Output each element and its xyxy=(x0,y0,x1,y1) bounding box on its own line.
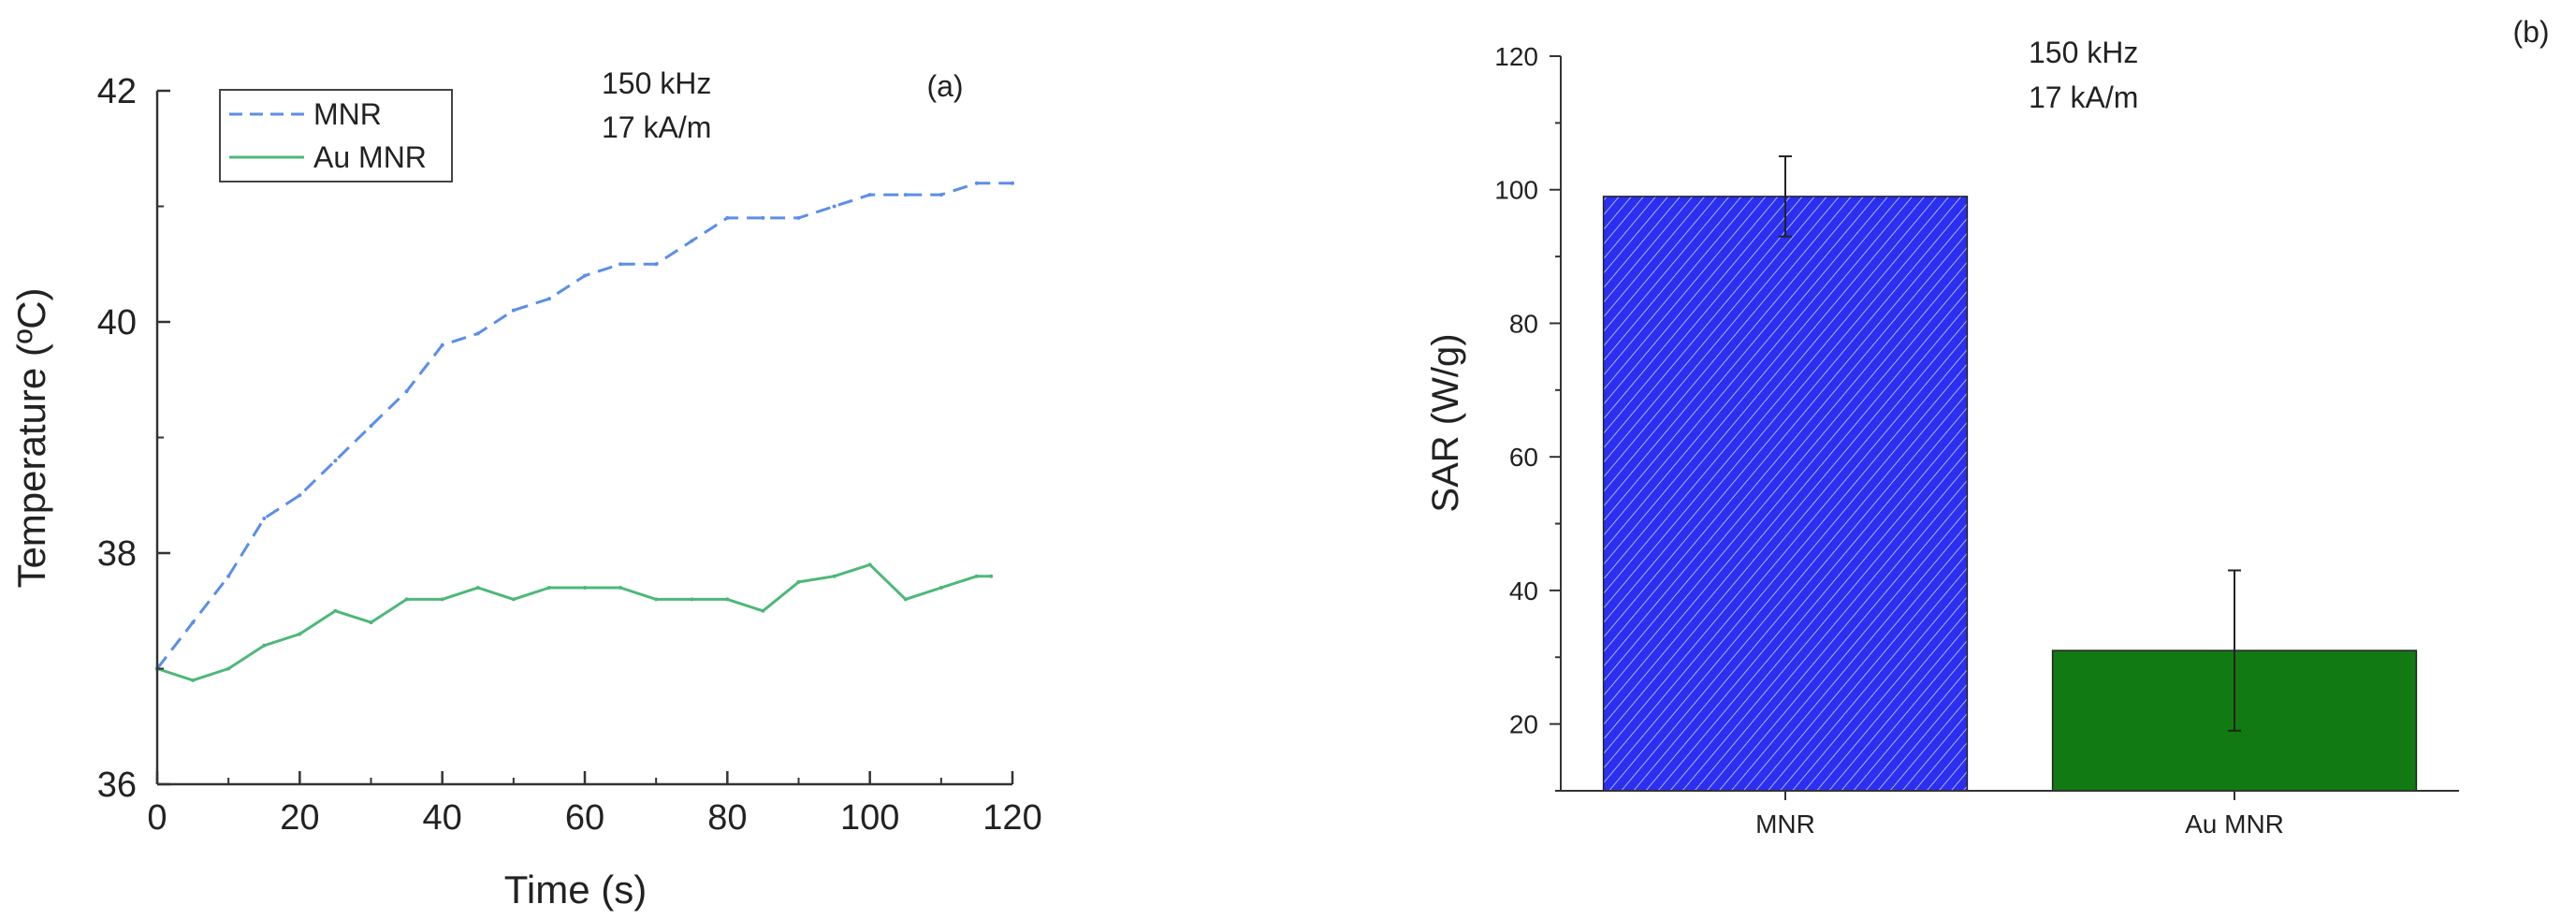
annotation-frequency: 150 kHz xyxy=(602,66,711,100)
y-axis-label: SAR (W/g) xyxy=(1425,333,1466,512)
data-point-au-mnr xyxy=(298,632,302,636)
y-tick-label: 42 xyxy=(97,72,137,111)
y-tick-label: 100 xyxy=(1494,176,1538,205)
axes-frame xyxy=(1560,56,2459,792)
data-point-mnr xyxy=(761,215,765,220)
y-tick-label: 60 xyxy=(1509,443,1538,472)
data-point-au-mnr xyxy=(475,586,480,590)
x-ticks: 0 20 40 60 80 100 120 xyxy=(147,771,1042,838)
data-point-au-mnr xyxy=(511,597,516,602)
y-tick-label: 40 xyxy=(1509,576,1538,605)
data-point-au-mnr xyxy=(725,597,730,602)
data-point-mnr xyxy=(226,574,231,578)
x-tick-label: 100 xyxy=(840,798,899,838)
data-point-au-mnr xyxy=(619,586,623,590)
data-point-mnr xyxy=(333,459,338,463)
x-tick-label: 80 xyxy=(707,798,747,838)
data-point-mnr xyxy=(796,215,801,220)
y-ticks: 36 38 40 42 xyxy=(97,72,170,805)
data-point-au-mnr xyxy=(690,597,694,602)
data-point-au-mnr xyxy=(546,586,551,590)
data-point-mnr xyxy=(262,517,267,520)
data-point-au-mnr xyxy=(262,643,267,648)
data-point-mnr xyxy=(1011,181,1014,185)
panel-label-b: (b) xyxy=(2512,15,2549,49)
data-point-au-mnr xyxy=(867,562,872,567)
data-point-mnr xyxy=(903,193,908,197)
legend-box xyxy=(219,89,453,182)
data-point-au-mnr xyxy=(440,597,444,602)
y-tick-label: 80 xyxy=(1509,309,1538,338)
data-point-au-mnr xyxy=(191,678,196,682)
x-tick-label: 0 xyxy=(147,798,167,838)
y-tick-label: 36 xyxy=(97,766,137,805)
data-point-au-mnr xyxy=(832,574,837,578)
x-tick-label: Au MNR xyxy=(2185,810,2284,839)
series-layer xyxy=(155,181,1014,682)
data-point-au-mnr xyxy=(989,574,994,578)
x-tick-label: 120 xyxy=(982,798,1041,838)
data-point-au-mnr xyxy=(974,574,979,578)
x-tick-label: 60 xyxy=(565,798,604,838)
bar-mnr xyxy=(1602,196,1969,792)
data-point-mnr xyxy=(191,620,196,625)
data-point-au-mnr xyxy=(583,586,587,590)
data-point-au-mnr xyxy=(226,666,231,671)
y-axis-label: Temperature (ºC) xyxy=(9,287,53,588)
data-point-mnr xyxy=(832,204,837,209)
data-point-au-mnr xyxy=(761,608,765,613)
data-point-au-mnr xyxy=(796,579,801,584)
data-point-mnr xyxy=(690,239,694,243)
annotation-field: 17 kA/m xyxy=(2029,80,2138,114)
data-point-au-mnr xyxy=(939,586,943,590)
data-point-au-mnr xyxy=(654,597,659,602)
series-line-mnr xyxy=(155,182,1012,670)
series-line-au-mnr xyxy=(156,562,992,682)
data-point-mnr xyxy=(546,297,551,301)
data-point-mnr xyxy=(583,273,587,278)
data-point-mnr xyxy=(369,424,373,429)
data-point-au-mnr xyxy=(903,597,908,602)
data-point-mnr xyxy=(511,308,516,313)
annotation-field: 17 kA/m xyxy=(602,110,711,144)
y-tick-label: 38 xyxy=(97,534,137,574)
data-point-mnr xyxy=(725,215,730,220)
data-point-au-mnr xyxy=(333,608,338,613)
legend-label-au-mnr: Au MNR xyxy=(313,140,427,174)
data-point-mnr xyxy=(974,181,979,185)
x-ticks: MNR Au MNR xyxy=(1755,791,2284,839)
data-point-au-mnr xyxy=(404,597,409,602)
data-point-mnr xyxy=(475,331,480,336)
y-tick-label: 40 xyxy=(97,303,137,343)
legend-label-mnr: MNR xyxy=(313,97,382,131)
x-axis-label: Time (s) xyxy=(504,868,647,912)
legend: MNR Au MNR xyxy=(219,89,453,182)
data-point-mnr xyxy=(404,389,409,394)
data-point-au-mnr xyxy=(369,620,373,625)
x-tick-label: 40 xyxy=(423,798,462,838)
chart-temperature: 0 20 40 60 80 100 120 36 38 40 42 Time (s) Temper… xyxy=(9,66,1042,912)
y-ticks: 20 40 60 80 100 120 xyxy=(1494,42,1561,792)
data-point-mnr xyxy=(939,193,943,197)
annotation-frequency: 150 kHz xyxy=(2029,36,2138,69)
x-tick-label: MNR xyxy=(1755,810,1815,839)
data-point-mnr xyxy=(619,262,623,267)
data-point-mnr xyxy=(298,493,302,498)
y-tick-label: 20 xyxy=(1509,710,1538,739)
data-point-mnr xyxy=(440,343,444,347)
chart-sar: 20 40 60 80 100 120 MNR Au MNR SAR (W/g) (b) 1… xyxy=(1425,15,2550,839)
panel-label-a: (a) xyxy=(926,69,963,103)
bars-layer xyxy=(1602,155,2418,792)
x-tick-label: 20 xyxy=(280,798,319,838)
data-point-mnr xyxy=(867,193,872,197)
y-tick-label: 120 xyxy=(1494,42,1538,71)
data-point-mnr xyxy=(654,262,659,267)
